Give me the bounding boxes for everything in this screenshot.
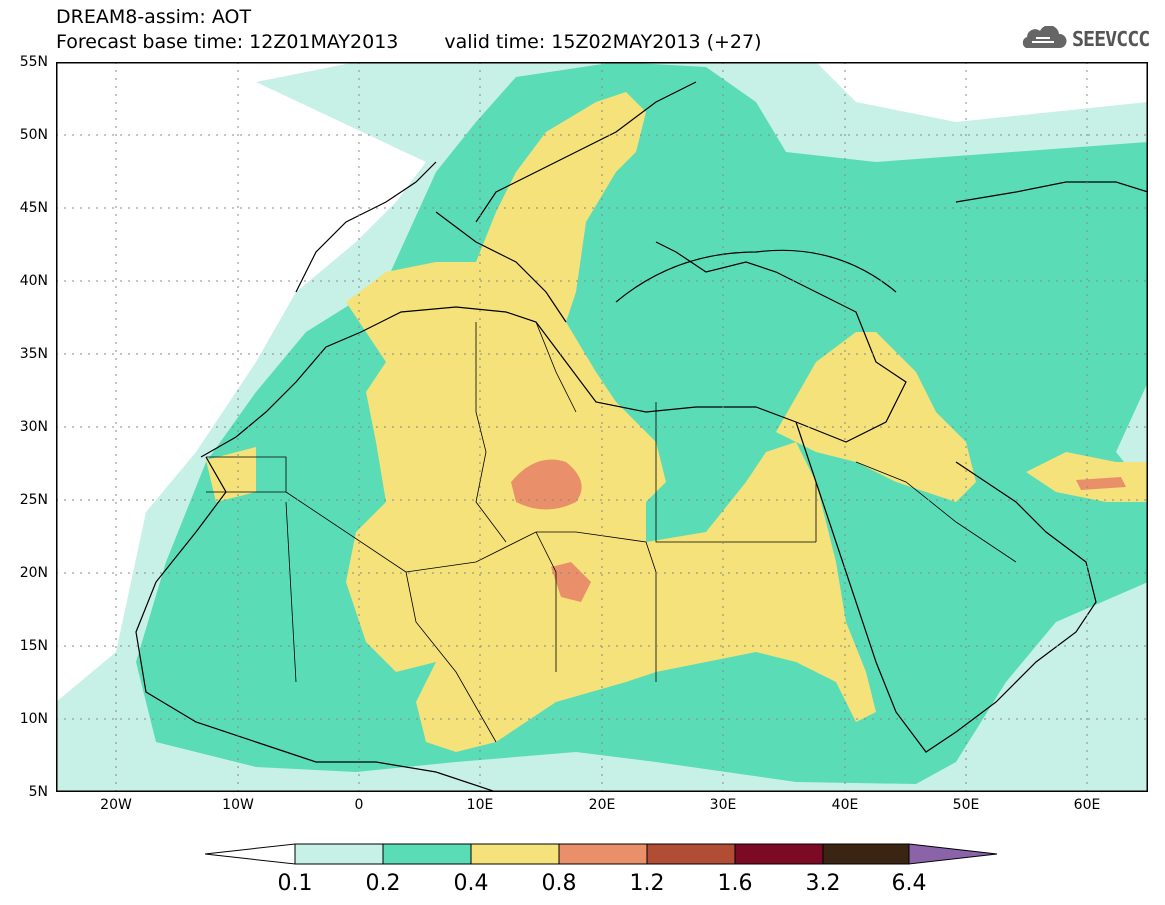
lat-label: 40N bbox=[19, 273, 48, 289]
lat-label: 15N bbox=[19, 638, 48, 654]
lat-label: 55N bbox=[19, 54, 48, 70]
aot-level-0.4-west bbox=[346, 92, 876, 752]
logo-text: SEEVCCC bbox=[1072, 27, 1150, 51]
aot-level-0.4-east bbox=[776, 332, 976, 502]
aot-level-0.4-canary bbox=[206, 447, 256, 502]
aot-level-0.8-c bbox=[1076, 477, 1126, 490]
colorbar-label: 0.4 bbox=[453, 871, 489, 896]
colorbar-label: 3.2 bbox=[805, 871, 841, 896]
lat-label: 50N bbox=[19, 127, 48, 143]
colorbar-seg-2 bbox=[382, 843, 472, 865]
cloud-icon bbox=[1022, 26, 1067, 48]
lat-label: 45N bbox=[19, 200, 48, 216]
colorbar-seg-5 bbox=[646, 843, 736, 865]
valid-time: valid time: 15Z02MAY2013 (+27) bbox=[444, 31, 762, 53]
colorbar-seg-8 bbox=[908, 843, 998, 865]
lon-label: 0 bbox=[354, 797, 364, 813]
lat-label: 25N bbox=[19, 492, 48, 508]
lat-label: 5N bbox=[28, 784, 48, 800]
colorbar-seg-6 bbox=[734, 843, 824, 865]
lon-label: 10W bbox=[222, 797, 254, 813]
map-border bbox=[56, 62, 1148, 792]
coastlines bbox=[135, 81, 1148, 792]
aot-map bbox=[56, 62, 1148, 792]
aot-level-0.8-b bbox=[551, 562, 591, 602]
logo: SEEVCCC bbox=[1018, 26, 1150, 52]
map-title: DREAM8-assim: AOT bbox=[56, 6, 252, 28]
lon-label: 40E bbox=[831, 797, 859, 813]
lat-label: 10N bbox=[19, 711, 48, 727]
colorbar-label: 1.6 bbox=[717, 871, 753, 896]
colorbar-label: 6.4 bbox=[891, 871, 927, 896]
lon-label: 50E bbox=[952, 797, 980, 813]
lon-label: 10E bbox=[466, 797, 494, 813]
lon-label: 60E bbox=[1073, 797, 1101, 813]
colorbar-seg-1 bbox=[294, 843, 384, 865]
lon-label: 20E bbox=[588, 797, 616, 813]
lon-label: 30E bbox=[709, 797, 737, 813]
lon-label: 20W bbox=[100, 797, 132, 813]
lat-label: 30N bbox=[19, 419, 48, 435]
colorbar-label: 1.2 bbox=[629, 871, 665, 896]
colorbar-label: 0.2 bbox=[365, 871, 401, 896]
colorbar-seg-3 bbox=[470, 843, 560, 865]
colorbar-seg-0 bbox=[205, 843, 296, 865]
colorbar-seg-4 bbox=[558, 843, 648, 865]
base-time: Forecast base time: 12Z01MAY2013 bbox=[56, 31, 399, 53]
country-borders bbox=[206, 321, 1017, 743]
colorbar-label: 0.8 bbox=[541, 871, 577, 896]
aot-level-0.4-iran bbox=[1026, 452, 1148, 502]
aot-level-0.8-a bbox=[511, 459, 582, 510]
colorbar bbox=[205, 843, 998, 865]
map-subtitle: Forecast base time: 12Z01MAY2013 valid ti… bbox=[56, 31, 762, 53]
lat-label: 35N bbox=[19, 346, 48, 362]
colorbar-seg-7 bbox=[822, 843, 910, 865]
lat-label: 20N bbox=[19, 565, 48, 581]
graticule bbox=[56, 62, 1148, 792]
colorbar-label: 0.1 bbox=[277, 871, 313, 896]
